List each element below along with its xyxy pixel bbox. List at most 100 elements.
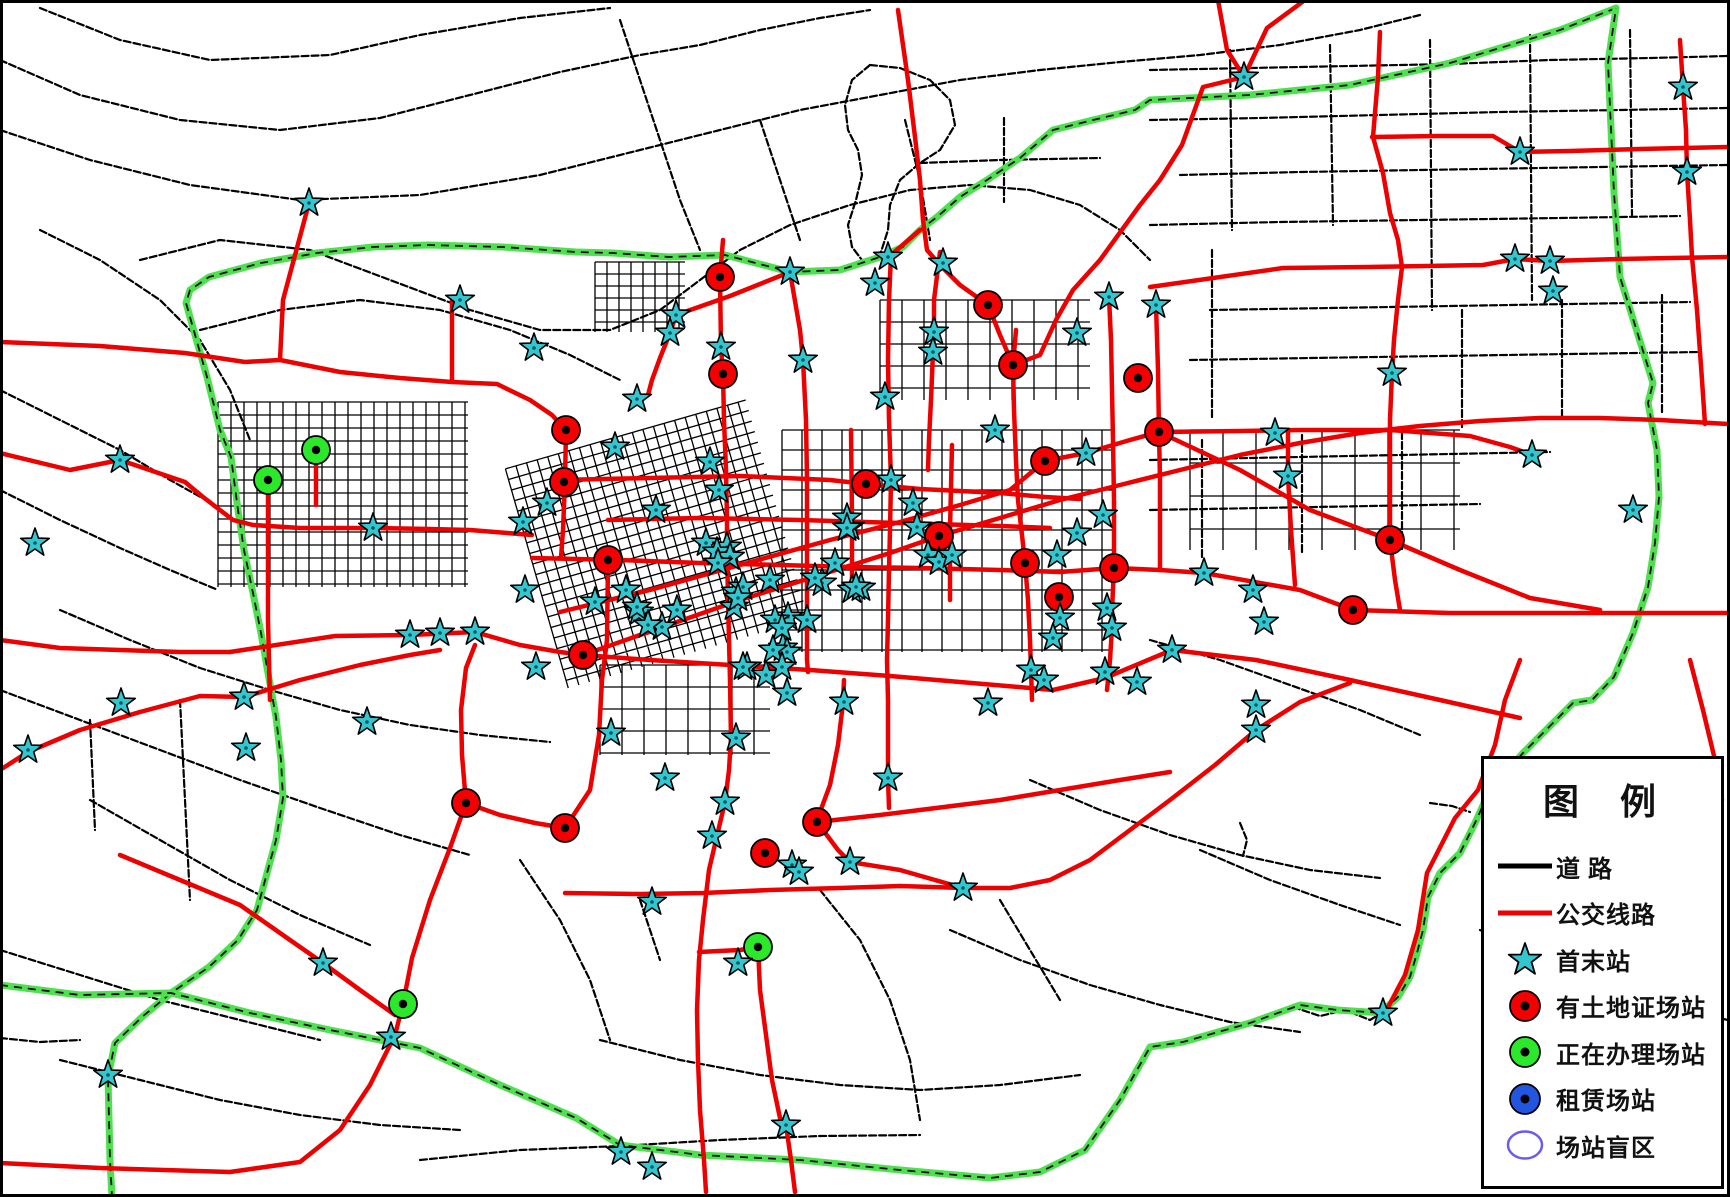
terminal-star-center [1058, 616, 1062, 620]
land-certificate-station-dot [559, 477, 569, 487]
road [418, 1133, 922, 1162]
road [1208, 300, 1692, 312]
road [598, 1038, 1082, 1092]
terminal-star-center [1551, 289, 1555, 293]
bus-line [1104, 294, 1117, 693]
land-certificate-station-dot [578, 650, 588, 660]
bus-line [1241, 0, 1308, 80]
legend-title: 图 例 [1542, 782, 1672, 822]
terminal-star-center [619, 1150, 623, 1154]
terminal-star-center [1075, 331, 1079, 335]
terminal-star-center [1107, 295, 1111, 299]
terminal-star-center [371, 526, 375, 530]
terminal-star-center [1242, 75, 1246, 79]
terminal-star-center [389, 1035, 393, 1039]
road [0, 1036, 82, 1044]
road [0, 688, 472, 857]
terminal-star-center [119, 701, 123, 705]
terminal-star-center [545, 501, 549, 505]
street-grid [1189, 429, 1460, 550]
land-certificate-station-dot [1040, 456, 1050, 466]
bus-line [1382, 657, 1523, 1016]
bus-line [0, 637, 233, 655]
bus-line [1147, 254, 1730, 290]
legend-item-terminal-station: 首末站 [1484, 936, 1721, 983]
bus-line [1010, 327, 1035, 703]
terminal-star-center [1042, 678, 1046, 682]
legend-label-roads: 道 路 [1556, 856, 1613, 883]
terminal-star-center [1254, 728, 1258, 732]
terminal-star-center [365, 720, 369, 724]
road [638, 898, 662, 962]
terminal-star-center [780, 665, 784, 669]
land-certificate-station-dot [1054, 592, 1064, 602]
terminal-star-center [790, 863, 794, 867]
terminal-star-center [873, 281, 877, 285]
terminal-star-center [784, 1123, 788, 1127]
terminal-star-center [663, 776, 667, 780]
bus-line [814, 769, 1173, 825]
road [1628, 28, 1634, 217]
terminal-star-center [534, 665, 538, 669]
legend-box: 图 例 道 路公交线路 首末站 有土地证场站 正在办理场站 租赁场站 场站盲区 [1481, 756, 1724, 1189]
terminal-star-center [523, 588, 527, 592]
land-certificate-station-dot [1154, 427, 1164, 437]
terminal-star-center [1273, 431, 1277, 435]
terminal-star-center [710, 834, 714, 838]
road [1328, 43, 1335, 227]
road [88, 798, 372, 947]
bus-line [117, 852, 406, 1018]
terminal-star-center [532, 346, 536, 350]
terminal-star-center [1530, 453, 1534, 457]
road [1178, 163, 1730, 177]
road [38, 228, 252, 442]
legend-item-land-cert-station: 有土地证场站 [1484, 983, 1721, 1030]
terminal-star-center [1251, 588, 1255, 592]
stations-layer [253, 262, 1405, 1019]
road [1148, 502, 1482, 512]
legend-label-bus-lines: 公交线路 [1556, 903, 1656, 930]
terminal-star-center [1103, 670, 1107, 674]
land-certificate-station-dot [812, 817, 822, 827]
terminal-star-center [886, 776, 890, 780]
terminal-star-center [848, 860, 852, 864]
bus-line [558, 427, 569, 561]
road [1148, 638, 1422, 737]
legend-label-blind-area: 场站盲区 [1556, 1135, 1656, 1162]
terminal-star-center [675, 608, 679, 612]
terminal-star-center [771, 648, 775, 652]
terminal-star-center [1262, 620, 1266, 624]
road [1198, 848, 1402, 927]
terminal-star-center [635, 605, 639, 609]
terminal-star-center [458, 298, 462, 302]
road [1228, 48, 1234, 232]
terminal-star-center [609, 731, 613, 735]
legend-item-processing-station: 正在办理场站 [1484, 1029, 1721, 1076]
terminal-star-center [886, 255, 890, 259]
terminal-star-center [785, 650, 789, 654]
road [758, 118, 802, 242]
terminal-star-center [833, 561, 837, 565]
terminal-star-center [937, 560, 941, 564]
terminal-star-center [242, 695, 246, 699]
legend-symbol-blind-area-icon [1494, 1125, 1556, 1165]
land-certificate-station-dot [1348, 605, 1358, 615]
terminal-star-center [650, 1165, 654, 1169]
bus-line [562, 680, 1353, 897]
bus-line [562, 558, 611, 831]
land-certificate-station-dot [861, 479, 871, 489]
processing-station-dot [311, 445, 321, 455]
terminal-star-center [1170, 648, 1174, 652]
terminal-star-center [719, 345, 723, 349]
terminal-star-center [986, 701, 990, 705]
bus-line [1010, 74, 1247, 368]
bus-line [1370, 29, 1405, 613]
terminal-star-center [741, 665, 745, 669]
road [58, 608, 552, 744]
land-certificate-station-dot [1109, 563, 1119, 573]
terminal-star-center [785, 691, 789, 695]
terminal-star-center [33, 541, 37, 545]
bus-line [265, 479, 273, 703]
terminal-star-center [1110, 626, 1114, 630]
